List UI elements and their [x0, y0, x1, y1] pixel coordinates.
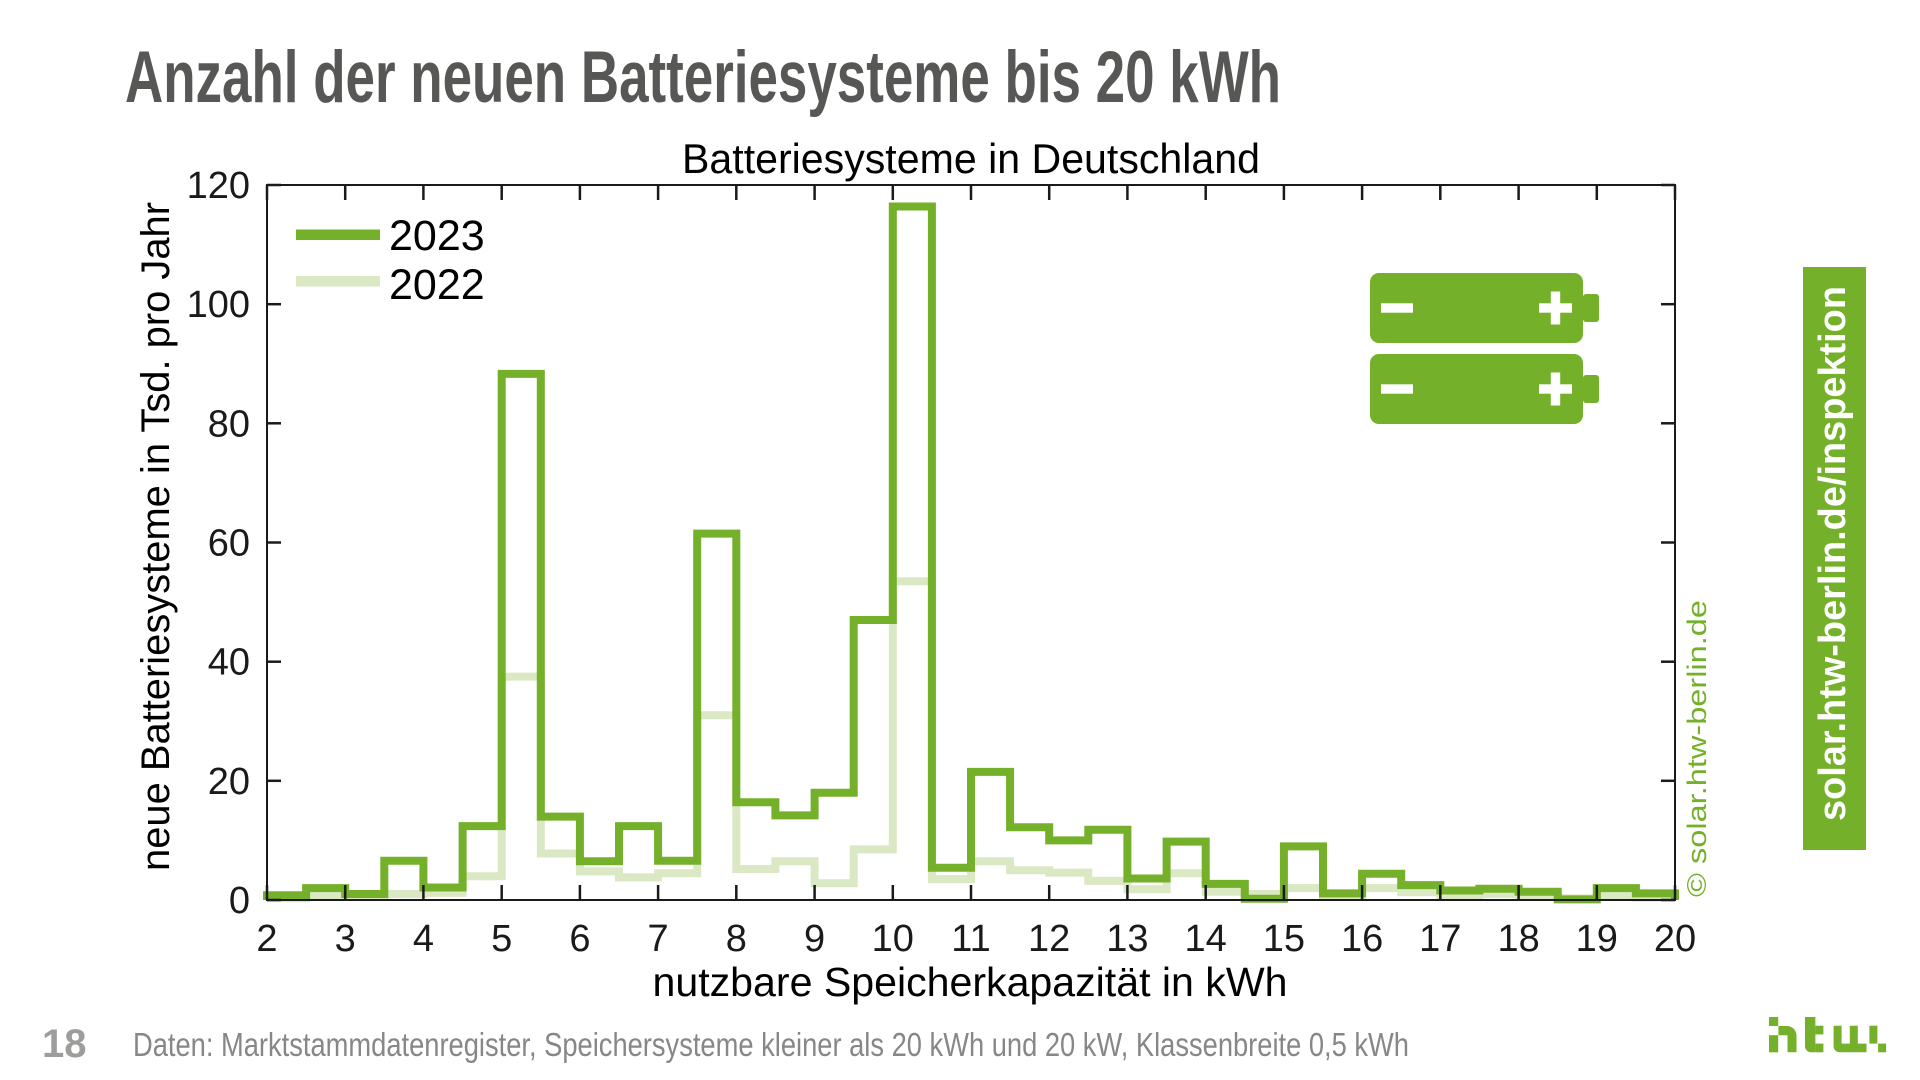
svg-text:19: 19	[1576, 918, 1618, 960]
svg-text:Anzahl der neuen Batteriesyste: Anzahl der neuen Batteriesysteme bis 20 …	[125, 37, 1281, 118]
svg-text:40: 40	[208, 642, 250, 684]
svg-text:4: 4	[413, 918, 434, 960]
svg-text:9: 9	[804, 918, 825, 960]
svg-text:Daten: Marktstammdatenregister: Daten: Marktstammdatenregister, Speicher…	[133, 1026, 1409, 1063]
svg-text:13: 13	[1106, 918, 1148, 960]
svg-text:120: 120	[187, 165, 250, 207]
svg-text:18: 18	[42, 1022, 87, 1066]
svg-text:solar.htw-berlin.de/inspektion: solar.htw-berlin.de/inspektion	[1812, 286, 1854, 821]
svg-text:10: 10	[872, 918, 914, 960]
svg-text:3: 3	[335, 918, 356, 960]
svg-text:© solar.htw-berlin.de: © solar.htw-berlin.de	[1682, 600, 1712, 897]
svg-text:0: 0	[229, 880, 250, 922]
svg-text:7: 7	[648, 918, 669, 960]
svg-text:11: 11	[951, 918, 990, 960]
svg-text:5: 5	[491, 918, 512, 960]
svg-text:14: 14	[1185, 918, 1227, 960]
svg-text:2023: 2023	[389, 212, 485, 260]
svg-text:nutzbare Speicherkapazität in: nutzbare Speicherkapazität in kWh	[653, 959, 1288, 1005]
svg-text:15: 15	[1263, 918, 1305, 960]
svg-text:neue Batteriesysteme in Tsd. p: neue Batteriesysteme in Tsd. pro Jahr	[134, 202, 178, 871]
svg-text:20: 20	[1654, 918, 1696, 960]
svg-text:60: 60	[208, 523, 250, 565]
svg-text:Batteriesysteme in Deutschland: Batteriesysteme in Deutschland	[682, 135, 1260, 182]
svg-text:16: 16	[1341, 918, 1383, 960]
svg-text:18: 18	[1497, 918, 1539, 960]
svg-text:20: 20	[208, 761, 250, 803]
svg-text:17: 17	[1419, 918, 1461, 960]
svg-text:2: 2	[256, 918, 277, 960]
svg-text:6: 6	[569, 918, 590, 960]
svg-text:80: 80	[208, 403, 250, 445]
svg-text:2022: 2022	[389, 261, 485, 309]
svg-text:100: 100	[187, 284, 250, 326]
svg-text:8: 8	[726, 918, 747, 960]
svg-text:12: 12	[1028, 918, 1070, 960]
